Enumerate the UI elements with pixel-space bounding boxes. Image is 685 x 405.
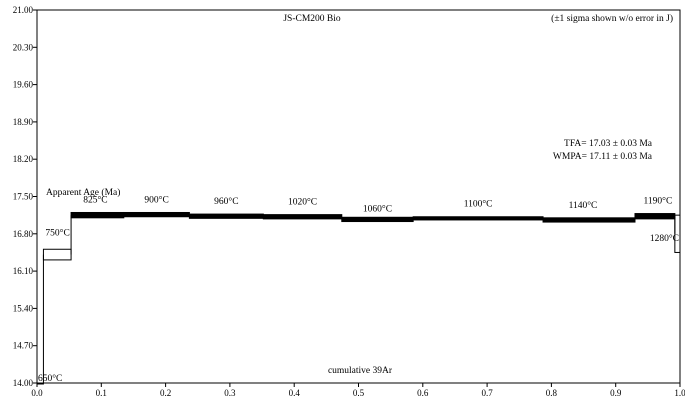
sigma-note: (±1 sigma shown w/o error in J) <box>551 13 673 24</box>
step-temperature-label: 1060°C <box>363 203 392 214</box>
step-temperature-label: 750°C <box>45 227 69 238</box>
x-tick-label: 0.0 <box>31 388 43 398</box>
step-temperature-label: 1190°C <box>644 196 673 207</box>
y-axis-label: Apparent Age (Ma) <box>46 187 120 198</box>
x-tick-label: 0.1 <box>96 388 107 398</box>
plot-frame <box>36 9 681 384</box>
y-tick-label: 17.50 <box>13 192 34 202</box>
x-tick-label: 0.3 <box>224 388 236 398</box>
step-box <box>36 382 44 385</box>
x-tick-label: 1.0 <box>674 388 685 398</box>
y-tick-label: 14.70 <box>13 341 34 351</box>
step-box <box>123 211 190 218</box>
y-tick-label: 14.00 <box>13 378 34 388</box>
step-box <box>412 216 544 221</box>
tfa-result: TFA= 17.03 ± 0.03 Ma <box>564 139 653 149</box>
step-box <box>70 211 125 219</box>
step-box <box>341 216 414 223</box>
step-temperature-label: 650°C <box>38 373 62 384</box>
step-box <box>188 213 264 219</box>
x-tick-label: 0.7 <box>481 388 493 398</box>
y-tick-label: 18.90 <box>13 117 34 127</box>
x-tick-label: 0.6 <box>417 388 429 398</box>
x-tick-label: 0.4 <box>289 388 301 398</box>
chart-title: JS-CM200 Bio <box>283 14 341 24</box>
x-tick-label: 0.8 <box>546 388 558 398</box>
step-box <box>42 248 72 261</box>
step-labels: 650°C 750°C 825°C 900°C 960°C 1020°C 1060°C 110… <box>38 194 679 384</box>
step-box <box>634 213 676 220</box>
step-temperature-label: 1140°C <box>569 200 598 211</box>
step-box <box>262 214 343 220</box>
y-tick-label: 21.00 <box>13 5 34 15</box>
step-box <box>542 217 636 223</box>
step-temperature-label: 960°C <box>214 196 238 207</box>
y-tick-label: 16.80 <box>13 229 34 239</box>
wmpa-result: WMPA= 17.11 ± 0.03 Ma <box>553 152 653 162</box>
step-temperature-label: 900°C <box>144 194 168 205</box>
step-series <box>36 211 681 385</box>
y-tick-label: 20.30 <box>13 42 34 52</box>
y-tick-label: 16.10 <box>13 266 34 276</box>
axes: 14.00 14.70 15.40 16.10 16.80 17.50 18.20 18.90… <box>13 5 685 398</box>
x-tick-label: 0.9 <box>610 388 622 398</box>
y-tick-label: 19.60 <box>13 80 34 90</box>
y-tick-label: 15.40 <box>13 303 34 313</box>
step-temperature-label: 1020°C <box>288 197 317 208</box>
y-tick-label: 18.20 <box>13 154 34 164</box>
step-temperature-label: 1100°C <box>464 199 493 210</box>
x-axis-label: cumulative 39Ar <box>328 366 393 376</box>
x-tick-label: 0.2 <box>160 388 171 398</box>
step-temperature-label: 825°C <box>83 194 107 205</box>
step-temperature-label: 1280°C <box>650 233 679 244</box>
x-tick-label: 0.5 <box>353 388 365 398</box>
